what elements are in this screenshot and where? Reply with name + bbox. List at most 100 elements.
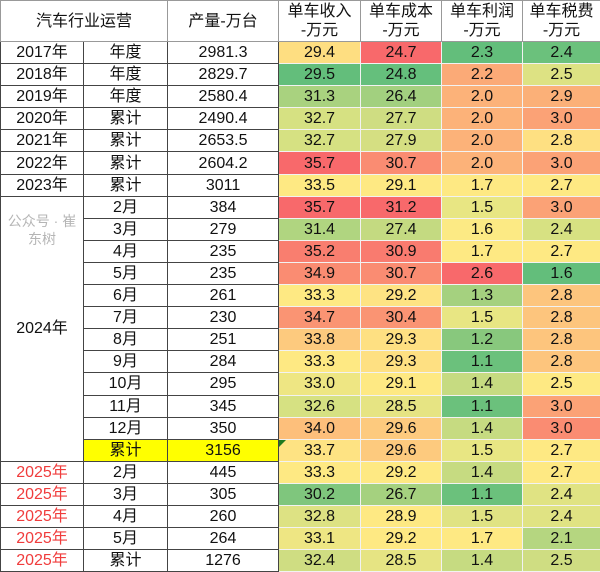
cost-cell: 28.5 xyxy=(360,549,443,572)
tax-cell: 2.8 xyxy=(522,129,600,153)
profit-cell: 2.0 xyxy=(441,151,524,175)
output-cell: 261 xyxy=(167,284,280,308)
period-cell: 4月 xyxy=(82,239,169,263)
tax-cell: 3.0 xyxy=(522,151,600,175)
header-tax-line2: -万元 xyxy=(542,22,581,39)
period-cell: 10月 xyxy=(82,372,169,396)
cost-cell: 29.6 xyxy=(360,438,443,462)
table-row: 10月 295 33.0 29.1 1.4 2.5 xyxy=(1,372,600,396)
period-cell: 3月 xyxy=(82,217,169,241)
period-cell: 年度 xyxy=(82,40,169,65)
profit-cell: 1.3 xyxy=(441,284,524,308)
output-cell: 3156 xyxy=(167,438,280,462)
table-row: 2023年 累计 3011 33.5 29.1 1.7 2.7 xyxy=(0,173,600,197)
year-cell: 2025年 xyxy=(0,549,84,572)
output-cell: 2829.7 xyxy=(167,63,280,87)
revenue-cell: 29.4 xyxy=(278,40,362,65)
header-cost-line1: 单车成本 xyxy=(369,3,434,20)
header-tax-line1: 单车税费 xyxy=(529,3,594,20)
revenue-cell: 33.5 xyxy=(278,173,362,197)
tax-cell: 3.0 xyxy=(522,195,600,219)
revenue-cell: 34.7 xyxy=(278,306,362,330)
tax-cell: 2.7 xyxy=(522,239,600,263)
output-cell: 345 xyxy=(167,394,280,418)
profit-cell: 1.2 xyxy=(441,328,524,352)
cost-cell: 30.7 xyxy=(360,151,443,175)
tax-cell: 2.8 xyxy=(522,350,600,374)
table-row: 3月 279 31.4 27.4 1.6 2.4 xyxy=(1,217,600,241)
year-cell: 2025年 xyxy=(0,460,84,484)
period-cell: 累计 xyxy=(82,173,169,197)
year-cell: 2023年 xyxy=(0,173,84,197)
revenue-cell: 32.7 xyxy=(278,107,362,131)
cost-cell: 24.7 xyxy=(360,40,443,65)
year-cell: 2025年 xyxy=(0,527,84,551)
profit-cell: 1.4 xyxy=(441,372,524,396)
tax-cell: 2.5 xyxy=(522,63,600,87)
table-row: 11月 345 32.6 28.5 1.1 3.0 xyxy=(1,394,600,418)
revenue-cell: 31.3 xyxy=(278,85,362,109)
year-cell: 2025年 xyxy=(0,504,84,529)
tax-cell: 2.7 xyxy=(522,173,600,197)
revenue-cell: 33.8 xyxy=(278,328,362,352)
output-cell: 235 xyxy=(167,261,280,286)
period-cell: 5月 xyxy=(82,527,169,551)
cost-cell: 28.9 xyxy=(360,504,443,529)
tax-cell: 2.4 xyxy=(522,217,600,241)
output-cell: 251 xyxy=(167,328,280,352)
profit-cell: 2.0 xyxy=(441,129,524,153)
tax-cell: 2.4 xyxy=(522,482,600,506)
cost-cell: 28.5 xyxy=(360,394,443,418)
cost-cell: 29.3 xyxy=(360,350,443,374)
period-cell: 累计 xyxy=(82,438,169,462)
output-cell: 279 xyxy=(167,217,280,241)
revenue-cell: 33.3 xyxy=(278,350,362,374)
tax-cell: 2.8 xyxy=(522,306,600,330)
profit-cell: 2.0 xyxy=(441,107,524,131)
profit-cell: 2.6 xyxy=(441,261,524,286)
profit-cell: 2.3 xyxy=(441,40,524,65)
header-output: 产量-万台 xyxy=(167,0,280,42)
tax-cell: 2.5 xyxy=(522,549,600,572)
output-cell: 2580.4 xyxy=(167,85,280,109)
year-cell: 2019年 xyxy=(0,85,84,109)
cost-cell: 31.2 xyxy=(360,195,443,219)
cost-cell: 26.7 xyxy=(360,482,443,506)
tax-cell: 2.9 xyxy=(522,85,600,109)
cost-cell: 30.7 xyxy=(360,261,443,286)
profit-cell: 1.1 xyxy=(441,350,524,374)
cost-cell: 26.4 xyxy=(360,85,443,109)
tax-cell: 2.4 xyxy=(522,40,600,65)
cost-cell: 27.9 xyxy=(360,129,443,153)
revenue-cell: 32.4 xyxy=(278,549,362,572)
cost-cell: 27.7 xyxy=(360,107,443,131)
revenue-cell: 32.7 xyxy=(278,129,362,153)
period-cell: 年度 xyxy=(82,85,169,109)
revenue-cell: 34.0 xyxy=(278,416,362,440)
revenue-cell: 33.3 xyxy=(278,460,362,484)
period-cell: 年度 xyxy=(82,63,169,87)
year-cell: 2025年 xyxy=(0,482,84,506)
year-cell: 2021年 xyxy=(0,129,84,153)
table-row: 5月 235 34.9 30.7 2.6 1.6 xyxy=(1,261,600,286)
tax-cell: 2.8 xyxy=(522,284,600,308)
output-cell: 264 xyxy=(167,527,280,551)
table-row: 2018年 年度 2829.7 29.5 24.8 2.2 2.5 xyxy=(0,63,600,87)
profit-cell: 1.1 xyxy=(441,482,524,506)
output-cell: 350 xyxy=(167,416,280,440)
table-row: 2024年 2月 384 35.7 31.2 1.5 3.0 xyxy=(0,195,600,462)
profit-cell: 1.6 xyxy=(441,217,524,241)
profit-cell: 1.5 xyxy=(441,306,524,330)
revenue-cell: 35.2 xyxy=(278,239,362,263)
header-profit-line1: 单车利润 xyxy=(450,3,515,20)
output-cell: 305 xyxy=(167,482,280,506)
period-cell: 6月 xyxy=(82,284,169,308)
header-cost: 单车成本 -万元 xyxy=(360,0,443,42)
cost-cell: 29.2 xyxy=(360,527,443,551)
period-cell: 累计 xyxy=(82,549,169,572)
watermark: 公众号 · 崔东树 xyxy=(7,213,77,247)
cost-cell: 29.6 xyxy=(360,416,443,440)
period-cell: 7月 xyxy=(82,306,169,330)
header-row: 汽车行业运营 产量-万台 单车收入 -万元 单车成本 -万元 单车利润 -万元 单车税… xyxy=(0,0,600,42)
header-tax: 单车税费 -万元 xyxy=(522,0,600,42)
